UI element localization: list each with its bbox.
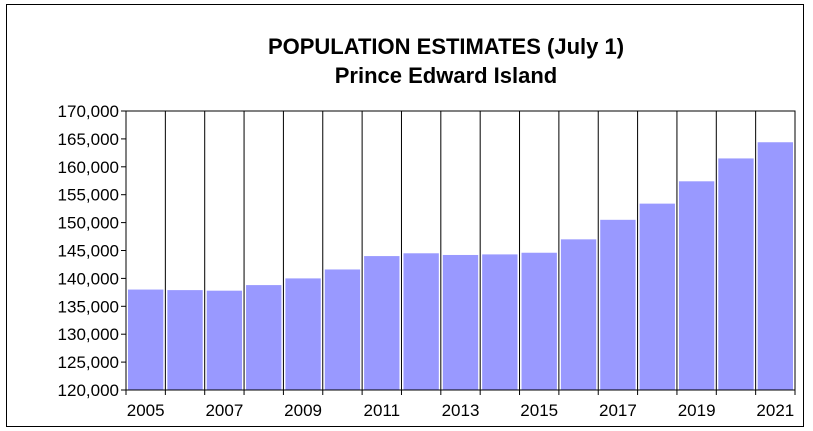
axis-layer — [121, 110, 796, 395]
bar-2010 — [324, 269, 361, 390]
x-tick-label: 2019 — [678, 401, 716, 420]
bar-2009 — [285, 278, 321, 390]
chart-title: POPULATION ESTIMATES (July 1) — [268, 34, 624, 59]
y-tick-label: 155,000 — [58, 186, 119, 205]
y-tick-label: 145,000 — [58, 242, 119, 261]
x-tick-label: 2009 — [284, 401, 322, 420]
chart-subtitle: Prince Edward Island — [335, 63, 558, 88]
bar-layer — [128, 142, 793, 390]
bar-2008 — [246, 285, 282, 390]
x-tick-label: 2021 — [756, 401, 794, 420]
chart-frame: POPULATION ESTIMATES (July 1) Prince Edw… — [6, 4, 804, 427]
y-tick-label: 150,000 — [58, 214, 119, 233]
bar-2017 — [600, 219, 636, 390]
bar-2007 — [206, 290, 243, 390]
bar-2006 — [167, 290, 203, 390]
y-tick-label: 120,000 — [58, 381, 119, 400]
y-tick-label: 125,000 — [58, 353, 119, 372]
bar-2013 — [442, 254, 479, 390]
bar-2005 — [128, 289, 164, 390]
bar-2016 — [560, 239, 597, 390]
y-tick-label: 170,000 — [58, 102, 119, 121]
bar-2011 — [364, 256, 400, 390]
x-tick-label: 2013 — [442, 401, 480, 420]
x-tick-labels: 2005 2007 2009 2011 2013 2015 2017 2019 2021 — [127, 401, 794, 420]
y-tick-label: 130,000 — [58, 325, 119, 344]
chart-svg: POPULATION ESTIMATES (July 1) Prince Edw… — [58, 34, 796, 420]
y-tick-label: 165,000 — [58, 130, 119, 149]
bar-2019 — [678, 181, 715, 390]
grid-layer — [164, 111, 757, 390]
bar-2018 — [639, 203, 675, 390]
y-tick-label: 140,000 — [58, 269, 119, 288]
bar-2014 — [482, 254, 518, 390]
y-tick-label: 160,000 — [58, 158, 119, 177]
bar-2015 — [521, 252, 557, 390]
x-tick-label: 2007 — [205, 401, 243, 420]
y-tick-labels: 120,000 125,000 130,000 135,000 140,000 145,0… — [58, 102, 119, 400]
x-tick-label: 2015 — [520, 401, 558, 420]
x-tick-label: 2011 — [364, 401, 401, 420]
bar-2021 — [757, 142, 793, 390]
x-tick-label: 2017 — [599, 401, 637, 420]
y-tick-label: 135,000 — [58, 297, 119, 316]
bar-2020 — [718, 158, 754, 390]
bar-2012 — [403, 253, 439, 390]
x-tick-label: 2005 — [127, 401, 165, 420]
